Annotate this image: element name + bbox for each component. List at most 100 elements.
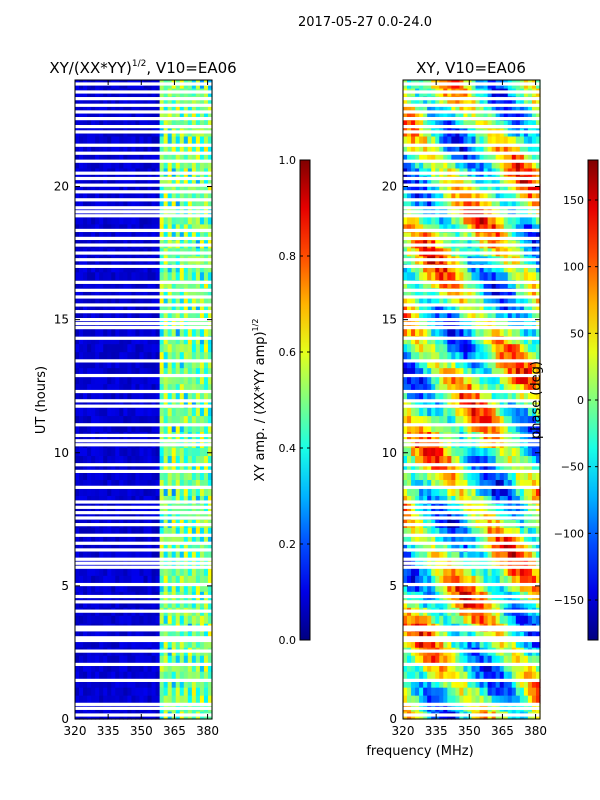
heatmap-cell xyxy=(491,663,497,672)
heatmap-cell xyxy=(159,455,165,464)
heatmap-cell xyxy=(479,327,485,337)
heatmap-cell xyxy=(199,415,205,425)
heatmap-cell xyxy=(455,359,461,369)
heatmap-cell xyxy=(151,295,157,305)
heatmap-cell xyxy=(447,295,452,305)
heatmap-cell xyxy=(191,615,197,624)
heatmap-cell xyxy=(447,455,452,464)
heatmap-cell xyxy=(199,679,205,688)
heatmap-cell xyxy=(507,295,513,305)
heatmap-cell xyxy=(155,415,161,425)
heatmap-cell xyxy=(419,215,424,225)
heatmap-cell xyxy=(191,447,197,457)
heatmap-cell xyxy=(207,695,213,704)
heatmap-cell xyxy=(179,191,185,201)
heatmap-cell xyxy=(483,583,489,592)
heatmap-cell xyxy=(83,687,88,696)
heatmap-cell xyxy=(163,679,169,688)
heatmap-cell xyxy=(151,263,157,273)
heatmap-cell xyxy=(431,671,436,680)
heatmap-cell xyxy=(167,359,173,369)
heatmap-cell xyxy=(79,343,84,353)
heatmap-cell xyxy=(107,295,112,305)
heatmap-cell xyxy=(503,383,509,393)
heatmap-cell xyxy=(75,527,80,536)
heatmap-cell xyxy=(123,143,128,153)
heatmap-cell xyxy=(95,231,100,241)
heatmap-cell xyxy=(207,399,213,409)
heatmap-cell xyxy=(147,407,153,417)
heatmap-cell xyxy=(127,327,133,337)
heatmap-cell xyxy=(435,303,440,313)
heatmap-cell xyxy=(195,535,201,544)
heatmap-cell xyxy=(495,415,501,425)
heatmap-cell xyxy=(495,575,501,584)
heatmap-cell xyxy=(531,655,537,664)
heatmap-cell xyxy=(83,535,88,544)
heatmap-cell xyxy=(119,599,124,608)
heatmap-cell xyxy=(175,543,181,552)
heatmap-cell xyxy=(139,143,145,153)
heatmap-cell xyxy=(87,399,92,409)
heatmap-cell xyxy=(83,287,88,297)
heatmap-cell xyxy=(463,583,469,592)
heatmap-cell xyxy=(95,551,100,560)
heatmap-cell xyxy=(523,639,529,648)
heatmap-cell xyxy=(147,143,153,153)
heatmap-cell xyxy=(111,687,116,696)
heatmap-cell xyxy=(431,407,436,417)
heatmap-cell xyxy=(519,295,525,305)
heatmap-cell xyxy=(183,287,189,297)
heatmap-cell xyxy=(95,415,100,425)
heatmap-cell xyxy=(203,415,209,425)
heatmap-cell xyxy=(159,223,165,233)
heatmap-cell xyxy=(111,327,116,337)
heatmap-cell xyxy=(119,583,124,592)
heatmap-cell xyxy=(507,527,513,536)
heatmap-cell xyxy=(103,615,108,624)
heatmap-cell xyxy=(439,367,444,377)
heatmap-cell xyxy=(515,567,521,576)
heatmap-cell xyxy=(411,447,416,457)
heatmap-cell xyxy=(147,631,153,640)
heatmap-cell xyxy=(447,271,452,281)
flagged-row xyxy=(75,662,212,667)
heatmap-cell xyxy=(207,583,213,592)
heatmap-cell xyxy=(535,639,541,648)
flagged-row xyxy=(75,500,212,504)
heatmap-cell xyxy=(503,399,509,409)
heatmap-cell xyxy=(79,103,84,113)
heatmap-cell xyxy=(431,695,436,704)
heatmap-cell xyxy=(403,479,408,488)
heatmap-cell xyxy=(127,415,133,425)
heatmap-cell xyxy=(503,479,509,488)
heatmap-cell xyxy=(151,615,157,624)
heatmap-cell xyxy=(127,359,133,369)
heatmap-cell xyxy=(451,679,456,688)
heatmap-cell xyxy=(183,463,189,472)
heatmap-cell xyxy=(207,103,213,113)
heatmap-cell xyxy=(419,383,424,393)
heatmap-cell xyxy=(207,311,213,321)
colorbar-tick-label: 0.4 xyxy=(279,442,297,455)
heatmap-cell xyxy=(167,351,173,361)
heatmap-cell xyxy=(207,287,213,297)
heatmap-cell xyxy=(147,551,153,560)
heatmap-cell xyxy=(499,575,505,584)
heatmap-cell xyxy=(195,655,201,664)
heatmap-cell xyxy=(523,447,529,457)
heatmap-cell xyxy=(147,679,153,688)
heatmap-cell xyxy=(131,191,137,201)
heatmap-cell xyxy=(147,95,153,105)
heatmap-cell xyxy=(415,639,420,648)
heatmap-cell xyxy=(79,695,84,704)
heatmap-cell xyxy=(423,399,428,409)
amplitude-panel: XY/(XX*YY)1/2, V10=EA06 320 335 350 365 3800… xyxy=(34,59,237,738)
heatmap-cell xyxy=(87,639,92,648)
heatmap-cell xyxy=(411,487,416,496)
heatmap-cell xyxy=(439,679,444,688)
heatmap-cell xyxy=(415,695,420,704)
heatmap-cell xyxy=(435,495,440,504)
heatmap-cell xyxy=(103,527,108,536)
heatmap-cell xyxy=(483,599,489,608)
